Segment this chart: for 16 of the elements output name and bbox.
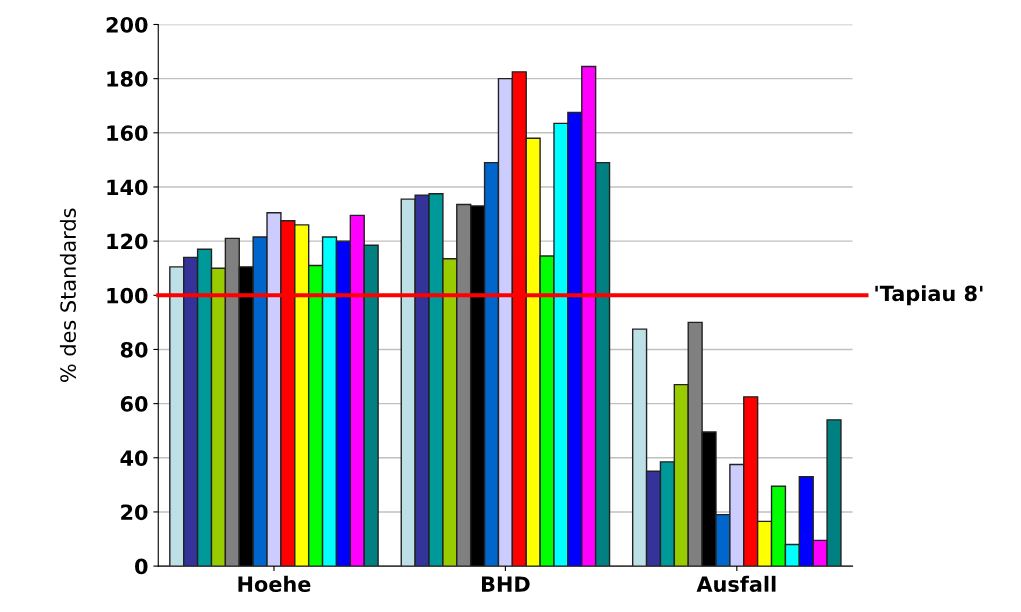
ref-line-label: 'Tapiau 8' [875,285,983,306]
x-tick-label: Hoehe [238,575,311,592]
x-tick-label: BHD [482,576,530,592]
y-tick-label: 200 [106,16,148,33]
y-tick-label: 20 [121,504,148,521]
y-tick-label: 80 [120,341,148,358]
y-tick-label: 40 [120,450,148,466]
y-tick-label: 140 [107,179,148,196]
y-axis-title: % des Standards [59,208,77,382]
y-tick-label: 160 [107,125,148,142]
y-tick-label: 120 [107,233,148,250]
y-tick-label: 180 [107,71,148,87]
y-tick-label: 100 [107,287,148,304]
x-tick-label: Ausfall [696,575,776,592]
y-tick-label: 0 [135,558,148,575]
y-tick-label: 60 [120,396,148,412]
